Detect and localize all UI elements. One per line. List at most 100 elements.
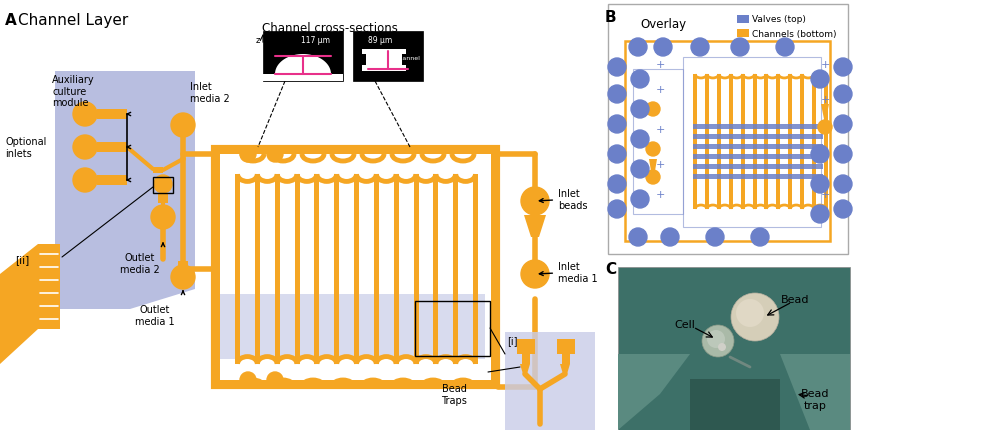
Bar bbox=[741, 75, 745, 209]
Text: Outlet
media 1: Outlet media 1 bbox=[135, 304, 175, 326]
Circle shape bbox=[691, 39, 709, 57]
Circle shape bbox=[818, 121, 832, 135]
Circle shape bbox=[240, 147, 256, 163]
Text: Channel cross-sections: Channel cross-sections bbox=[262, 22, 398, 35]
Circle shape bbox=[631, 161, 649, 178]
Bar bbox=[693, 125, 823, 130]
Bar bbox=[213, 147, 498, 155]
Polygon shape bbox=[649, 160, 657, 172]
Circle shape bbox=[608, 175, 626, 194]
Circle shape bbox=[646, 143, 660, 157]
Text: +: + bbox=[655, 160, 665, 169]
Bar bbox=[353, 32, 423, 82]
Bar bbox=[690, 379, 780, 430]
Circle shape bbox=[73, 136, 97, 160]
Circle shape bbox=[631, 71, 649, 89]
Text: z: z bbox=[256, 36, 260, 45]
Text: [i]: [i] bbox=[507, 335, 518, 345]
Circle shape bbox=[731, 39, 749, 57]
Circle shape bbox=[702, 325, 734, 357]
Circle shape bbox=[834, 146, 852, 164]
Bar bbox=[693, 135, 823, 140]
Text: Auxiliary
culture
module: Auxiliary culture module bbox=[52, 75, 95, 108]
Bar bbox=[625, 42, 830, 241]
Bar bbox=[275, 175, 280, 364]
Text: 117 μm: 117 μm bbox=[301, 36, 330, 45]
Text: Inlet
media 1: Inlet media 1 bbox=[539, 261, 598, 283]
Bar bbox=[608, 5, 848, 255]
Bar bbox=[362, 66, 406, 72]
Bar bbox=[693, 144, 823, 150]
Bar bbox=[764, 75, 768, 209]
Circle shape bbox=[631, 101, 649, 119]
Circle shape bbox=[629, 39, 647, 57]
Bar bbox=[693, 155, 823, 160]
Bar bbox=[366, 52, 402, 68]
Polygon shape bbox=[0, 244, 38, 364]
Circle shape bbox=[731, 293, 779, 341]
Circle shape bbox=[707, 330, 725, 348]
Bar bbox=[562, 354, 570, 364]
Bar bbox=[97, 143, 127, 153]
Bar bbox=[729, 75, 733, 209]
Circle shape bbox=[521, 261, 549, 289]
Bar bbox=[158, 194, 168, 203]
Text: +: + bbox=[655, 190, 665, 200]
Bar bbox=[255, 175, 260, 364]
Text: A: A bbox=[5, 13, 17, 28]
Bar bbox=[776, 75, 780, 209]
Bar bbox=[633, 70, 683, 215]
Circle shape bbox=[171, 114, 195, 138]
Polygon shape bbox=[821, 105, 829, 120]
Text: +: + bbox=[655, 85, 665, 95]
Text: +: + bbox=[820, 95, 830, 105]
Circle shape bbox=[834, 86, 852, 104]
Circle shape bbox=[654, 39, 672, 57]
Bar bbox=[517, 339, 535, 354]
Circle shape bbox=[151, 206, 175, 230]
Circle shape bbox=[646, 171, 660, 184]
Circle shape bbox=[834, 116, 852, 134]
Bar bbox=[178, 261, 188, 267]
Bar bbox=[314, 175, 319, 364]
Polygon shape bbox=[780, 354, 850, 430]
Circle shape bbox=[608, 59, 626, 77]
Circle shape bbox=[629, 228, 647, 246]
Circle shape bbox=[73, 169, 97, 193]
Bar bbox=[491, 147, 498, 387]
Circle shape bbox=[73, 103, 97, 127]
Circle shape bbox=[267, 147, 283, 163]
Circle shape bbox=[267, 372, 283, 388]
Circle shape bbox=[811, 206, 829, 224]
Bar bbox=[97, 175, 127, 186]
Circle shape bbox=[608, 146, 626, 164]
Circle shape bbox=[521, 187, 549, 215]
Circle shape bbox=[811, 146, 829, 164]
Bar bbox=[295, 175, 300, 364]
Circle shape bbox=[631, 190, 649, 209]
Bar bbox=[334, 175, 339, 364]
Text: Channel Layer: Channel Layer bbox=[18, 13, 128, 28]
Circle shape bbox=[736, 299, 764, 327]
Bar bbox=[557, 339, 575, 354]
Text: +: + bbox=[820, 190, 830, 200]
Bar bbox=[522, 354, 530, 364]
Circle shape bbox=[706, 228, 724, 246]
Circle shape bbox=[811, 71, 829, 89]
Circle shape bbox=[661, 228, 679, 246]
Bar bbox=[153, 168, 163, 174]
Bar bbox=[213, 147, 498, 387]
Bar bbox=[394, 175, 399, 364]
Circle shape bbox=[154, 175, 172, 194]
Bar bbox=[717, 75, 721, 209]
Text: Valves (top): Valves (top) bbox=[752, 15, 806, 25]
Polygon shape bbox=[263, 55, 343, 82]
Bar bbox=[737, 16, 749, 24]
Text: Optional
inlets: Optional inlets bbox=[5, 137, 46, 158]
Text: Bead
trap: Bead trap bbox=[801, 388, 829, 410]
Text: Bead: Bead bbox=[781, 294, 809, 304]
Bar bbox=[788, 75, 792, 209]
Bar bbox=[693, 75, 697, 209]
Circle shape bbox=[811, 175, 829, 194]
Bar bbox=[38, 244, 60, 329]
